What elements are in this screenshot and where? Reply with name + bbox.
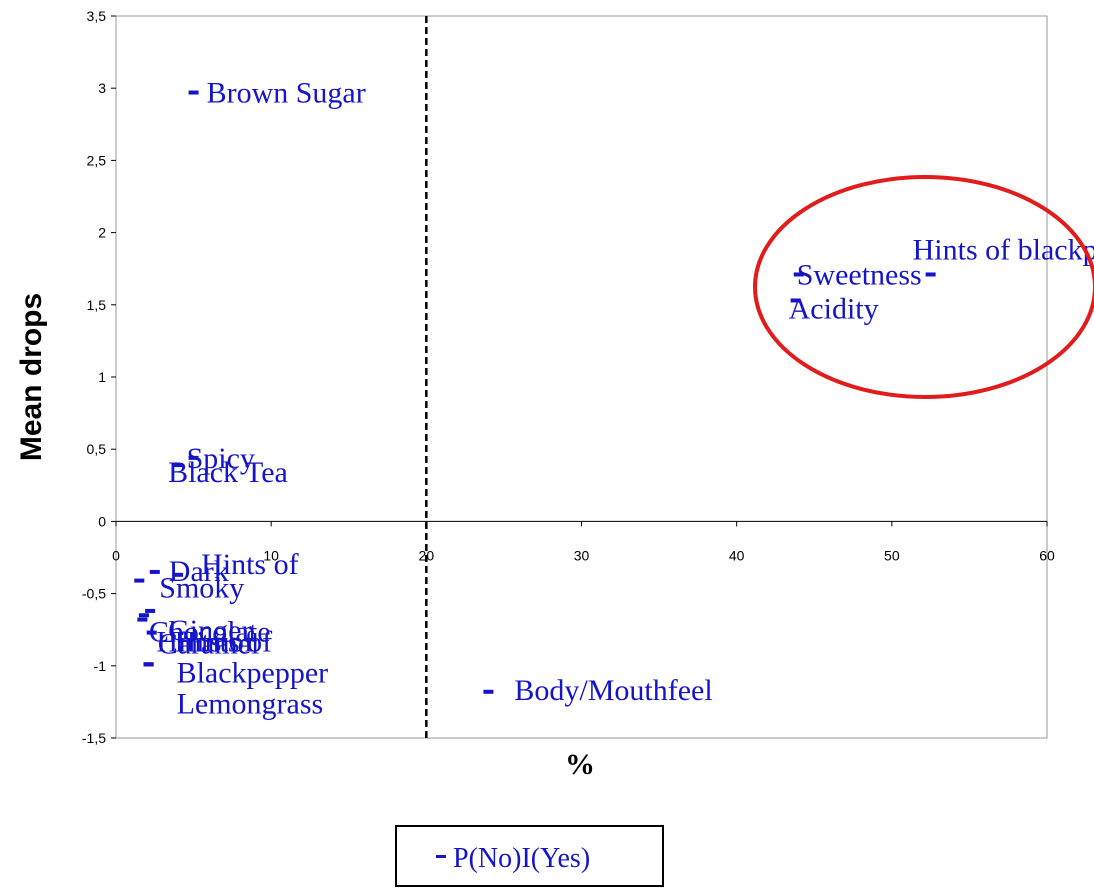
point-label: Caramel xyxy=(158,628,260,661)
data-point xyxy=(137,617,148,622)
legend: P(No)I(Yes) xyxy=(395,825,664,887)
x-tick-label: 30 xyxy=(574,547,590,563)
data-point xyxy=(134,578,145,583)
data-point xyxy=(173,463,184,468)
point-label: Ginger xyxy=(168,614,251,647)
x-tick-label: 20 xyxy=(419,547,435,563)
point-label: Black Tea xyxy=(168,456,288,489)
x-axis-title: % xyxy=(565,748,595,781)
point-label: Body/Mouthfeel xyxy=(514,674,712,707)
y-tick-label: 2,5 xyxy=(87,152,107,168)
data-point xyxy=(790,298,801,303)
point-label: Spicy xyxy=(187,442,255,475)
data-point xyxy=(138,613,149,618)
data-point xyxy=(793,272,804,277)
y-tick-label: 1,5 xyxy=(87,297,107,313)
point-label: Chocolate xyxy=(149,615,271,648)
y-tick-labels: -1,5 -1 -0,5 0 0,5 1 1,5 2 2,5 3 3,5 xyxy=(82,8,106,746)
y-tick-label: 0 xyxy=(98,513,106,529)
data-point xyxy=(143,662,154,667)
y-tick-label: -1,5 xyxy=(82,730,106,746)
y-tick-label: -0,5 xyxy=(82,586,106,602)
y-tick-label: 2 xyxy=(98,225,106,241)
x-tick-label: 40 xyxy=(729,547,745,563)
data-point xyxy=(145,608,156,613)
point-label: Hints of xyxy=(156,626,254,659)
point-label: Hints of xyxy=(201,548,299,581)
point-label: Hints of xyxy=(175,625,273,658)
data-markers xyxy=(134,90,936,694)
x-tick-label: 0 xyxy=(112,547,120,563)
x-tick-label: 60 xyxy=(1039,547,1055,563)
y-tick-label: 1 xyxy=(98,369,106,385)
point-label: Brown Sugar xyxy=(207,77,366,110)
x-tick-label: 50 xyxy=(884,547,900,563)
data-point xyxy=(173,572,184,577)
y-tick-marks xyxy=(111,15,116,739)
data-point xyxy=(149,569,160,574)
highlight-ellipse xyxy=(753,175,1094,399)
x-tick-marks xyxy=(115,521,1048,527)
point-label: Blackpepper xyxy=(177,656,329,689)
x-tick-label: 10 xyxy=(263,547,279,563)
data-point xyxy=(925,272,936,277)
point-label: Smoky xyxy=(159,572,244,605)
y-tick-label: 3,5 xyxy=(87,8,107,24)
point-label: Hints of blackpepper xyxy=(913,233,1094,266)
y-tick-label: 0,5 xyxy=(87,441,107,457)
y-axis-title: Mean drops xyxy=(15,293,48,461)
data-point xyxy=(188,90,199,95)
point-label: Acidity xyxy=(789,292,879,325)
y-tick-label: 3 xyxy=(98,80,106,96)
point-label: Dark xyxy=(169,555,229,588)
legend-label: P(No)I(Yes) xyxy=(453,843,590,874)
data-point xyxy=(483,689,494,694)
legend-marker xyxy=(436,855,446,858)
point-label: Sweetness xyxy=(797,258,922,291)
point-label: Lemongrass xyxy=(177,687,324,720)
y-tick-label: -1 xyxy=(94,658,107,674)
data-point xyxy=(188,455,199,460)
data-point xyxy=(146,630,157,635)
x-tick-labels: 0 10 20 30 40 50 60 xyxy=(112,547,1055,563)
